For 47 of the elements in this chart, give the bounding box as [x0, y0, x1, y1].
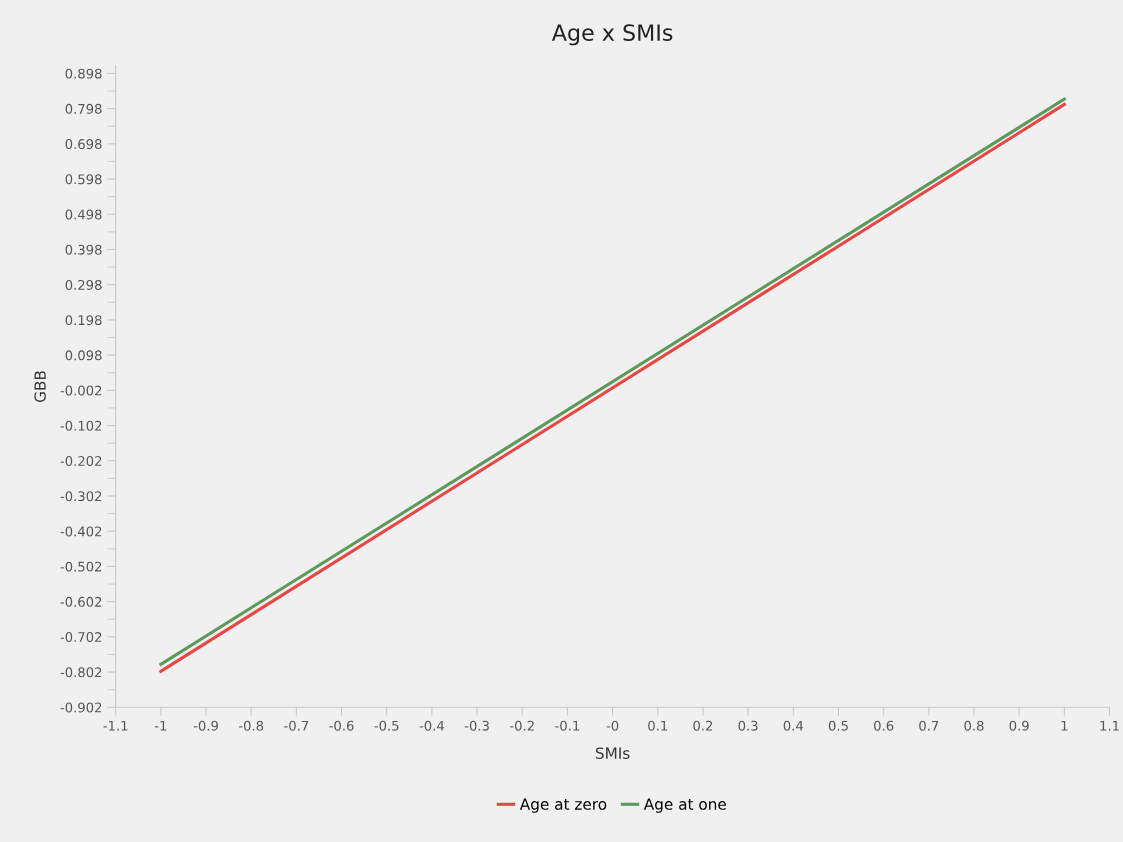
- x-tick-label: -1: [154, 720, 167, 731]
- x-tick-label: -0: [606, 720, 619, 731]
- x-tick-label: -0.2: [510, 720, 534, 731]
- x-tick-label: -0.7: [284, 720, 309, 731]
- x-tick-label: 0.1: [648, 720, 668, 731]
- x-tick-label: -0.4: [419, 720, 445, 731]
- x-tick-label: 0.7: [919, 720, 939, 731]
- y-tick-label: -0.502: [60, 561, 102, 572]
- x-axis-title: SMIs: [595, 747, 630, 759]
- x-tick-label: 1: [1061, 720, 1068, 731]
- x-tick-label: 0.5: [828, 720, 848, 731]
- x-tick-label: 0.2: [693, 720, 713, 731]
- x-tick-label: 0.6: [874, 720, 894, 731]
- y-tick-label: -0.302: [60, 491, 102, 502]
- y-tick-label: 0.498: [65, 209, 102, 220]
- x-tick-label: 0.9: [1009, 720, 1029, 731]
- y-tick-label: -0.702: [60, 632, 102, 643]
- y-tick-label: -0.402: [60, 526, 102, 537]
- y-tick-label: -0.102: [60, 420, 102, 431]
- y-tick-label: 0.798: [65, 103, 102, 114]
- x-tick-label: 0.4: [783, 720, 804, 731]
- y-tick-label: -0.602: [60, 596, 102, 607]
- x-tick-label: -0.9: [193, 720, 218, 731]
- x-tick-label: -0.1: [555, 720, 580, 731]
- chart-title: Age x SMIs: [551, 24, 673, 46]
- y-tick-label: -0.202: [60, 456, 102, 466]
- x-tick-label: 1.1: [1100, 720, 1119, 731]
- legend-label: Age at one: [643, 798, 726, 813]
- y-axis-title: GBB: [34, 371, 46, 403]
- y-tick-label: 0.698: [65, 139, 102, 150]
- y-tick-label: 0.598: [65, 174, 102, 185]
- x-tick-label: 0.3: [738, 720, 758, 731]
- x-tick-label: -0.5: [374, 720, 399, 731]
- legend-label: Age at zero: [519, 798, 607, 813]
- x-tick-label: 0.8: [964, 720, 984, 731]
- y-tick-label: 0.898: [65, 68, 102, 79]
- x-tick-label: -0.8: [238, 720, 264, 731]
- y-tick-label: 0.298: [65, 279, 102, 290]
- x-tick-label: -0.3: [464, 720, 489, 731]
- y-tick-label: 0.098: [65, 350, 102, 361]
- y-tick-label: -0.002: [60, 385, 102, 396]
- y-tick-label: 0.398: [65, 244, 102, 255]
- y-tick-label: -0.902: [60, 702, 102, 713]
- x-tick-label: -0.6: [329, 720, 354, 731]
- y-tick-label: 0.198: [65, 315, 102, 326]
- x-tick-label: -1.1: [103, 720, 128, 731]
- y-tick-label: -0.802: [60, 667, 102, 678]
